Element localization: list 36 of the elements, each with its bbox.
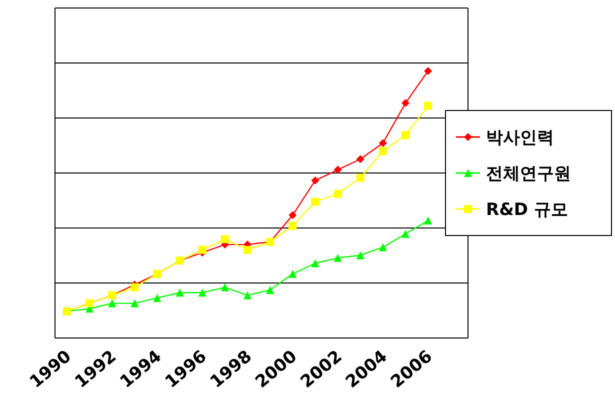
point: [311, 259, 320, 268]
point: [401, 131, 410, 140]
legend-label: 전체연구원: [486, 162, 571, 184]
point: [334, 190, 342, 198]
point: [356, 174, 364, 182]
point: [311, 198, 320, 206]
point: [198, 246, 206, 254]
point: [378, 243, 387, 252]
point: [288, 270, 297, 278]
point: [378, 139, 387, 148]
point: [153, 294, 162, 302]
point: [266, 286, 274, 294]
point: [130, 283, 139, 292]
point: [334, 254, 342, 262]
point: [356, 155, 364, 164]
point: [244, 246, 252, 254]
legend-label: R&D 규모: [486, 198, 568, 220]
point: [311, 176, 320, 184]
point: [424, 216, 432, 225]
point: [424, 102, 432, 110]
point: [424, 67, 432, 76]
point: [220, 235, 229, 244]
point: [288, 222, 297, 230]
point: [220, 283, 229, 292]
point: [334, 166, 342, 174]
point: [176, 288, 184, 297]
point: [356, 251, 364, 260]
point: [108, 299, 116, 308]
point: [198, 288, 206, 297]
point: [378, 147, 387, 156]
point: [244, 291, 252, 300]
point: [130, 299, 139, 308]
point: [401, 230, 410, 238]
point: [401, 99, 410, 108]
legend-label: 박사인력: [486, 126, 554, 148]
point: [288, 211, 297, 220]
